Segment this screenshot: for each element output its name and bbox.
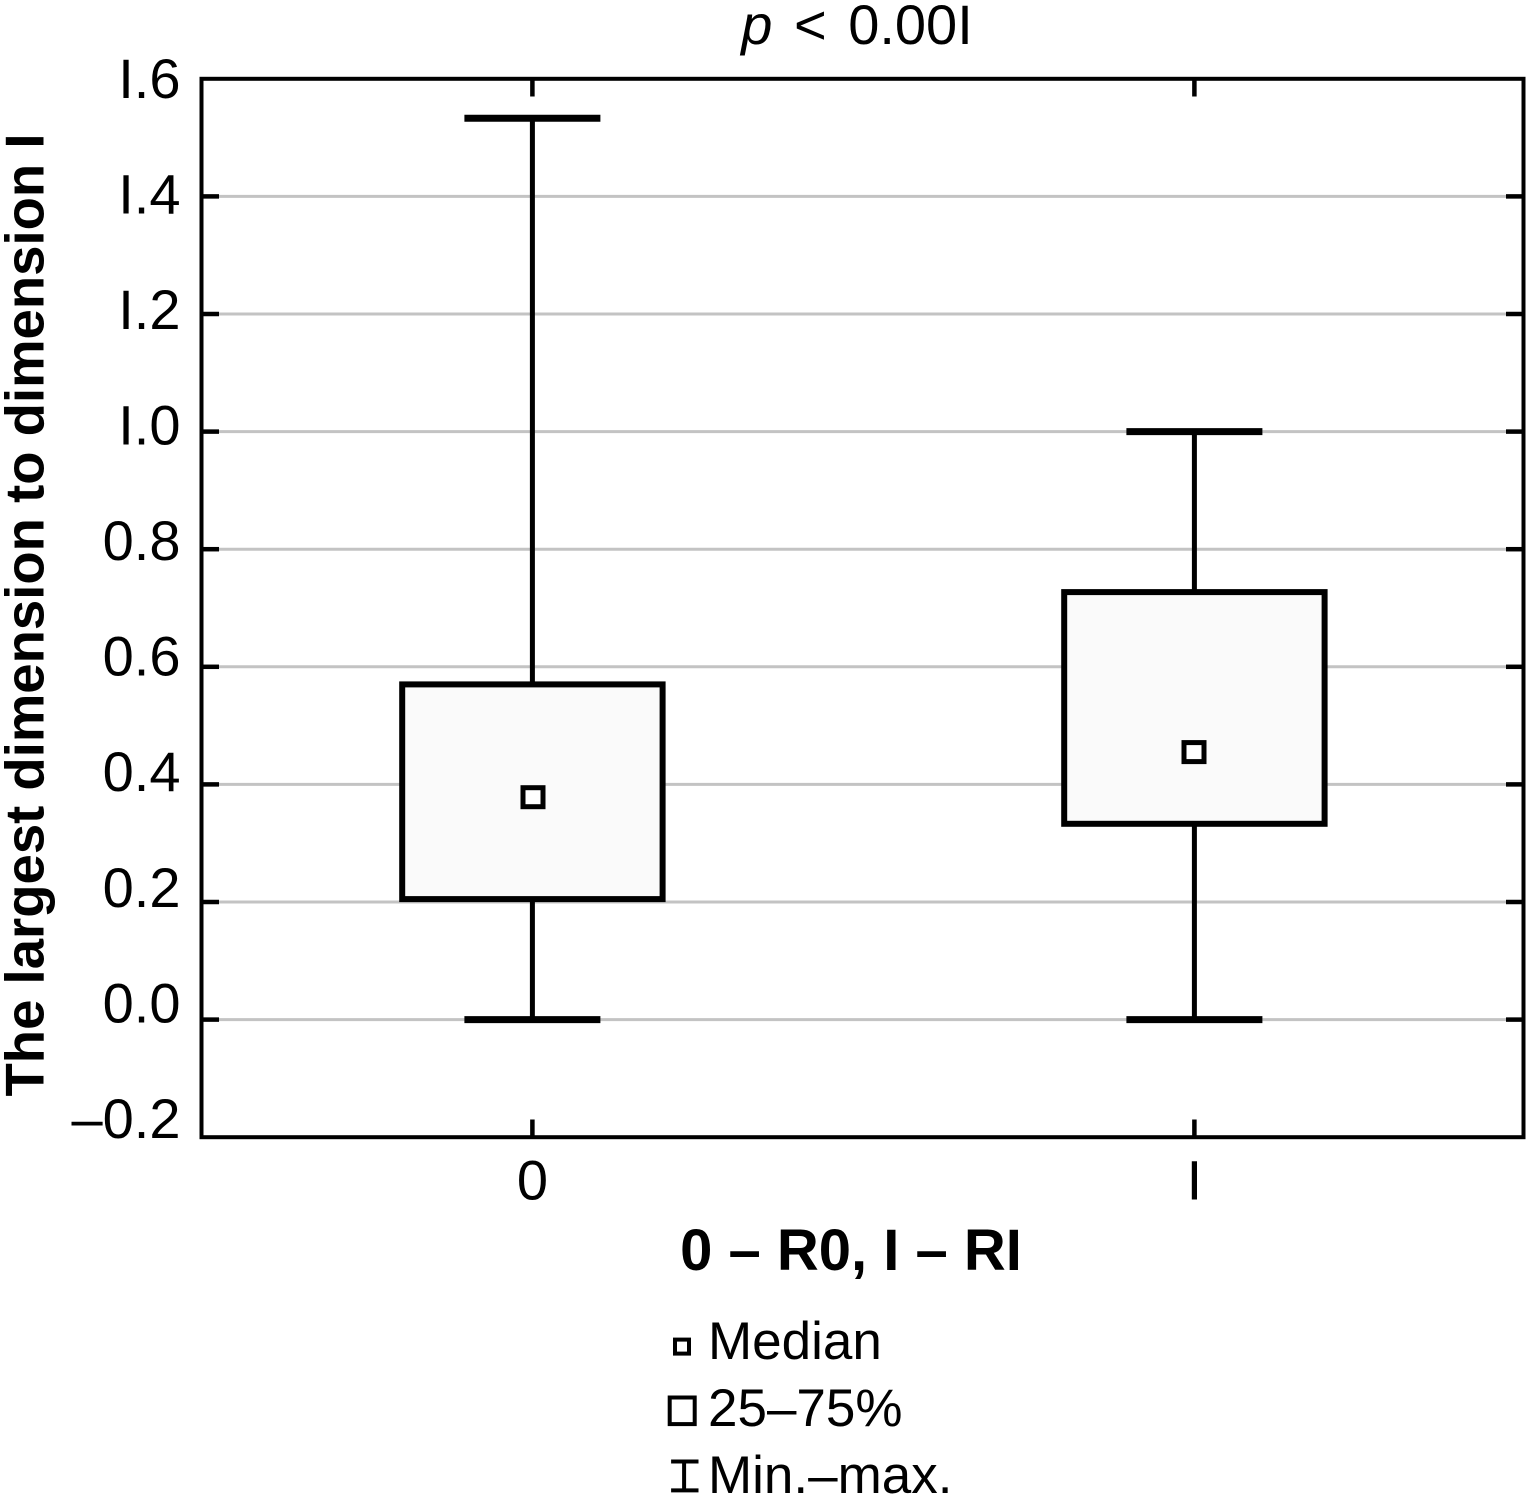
svg-text:I.4: I.4	[118, 162, 180, 225]
svg-text:0: 0	[517, 1149, 548, 1212]
svg-text:0.6: 0.6	[103, 625, 181, 688]
svg-text:0.0: 0.0	[103, 971, 181, 1034]
svg-text:The largest dimension to dimen: The largest dimension to dimension I	[0, 134, 56, 1097]
svg-text:I.2: I.2	[118, 278, 180, 341]
svg-text:I: I	[1187, 1149, 1203, 1212]
svg-text:–0.2: –0.2	[72, 1087, 181, 1150]
svg-text:I.0: I.0	[118, 394, 180, 457]
svg-text:0.8: 0.8	[103, 509, 181, 572]
svg-text:p < 0.00I: p < 0.00I	[739, 0, 973, 56]
svg-text:Min.–max.: Min.–max.	[708, 1446, 952, 1497]
svg-text:Median: Median	[708, 1312, 882, 1371]
svg-text:25–75%: 25–75%	[708, 1379, 903, 1438]
svg-text:0 – R0, I – RI: 0 – R0, I – RI	[680, 1218, 1022, 1283]
svg-text:I.6: I.6	[118, 47, 180, 110]
svg-text:0.2: 0.2	[103, 856, 181, 919]
svg-text:0.4: 0.4	[103, 740, 181, 803]
